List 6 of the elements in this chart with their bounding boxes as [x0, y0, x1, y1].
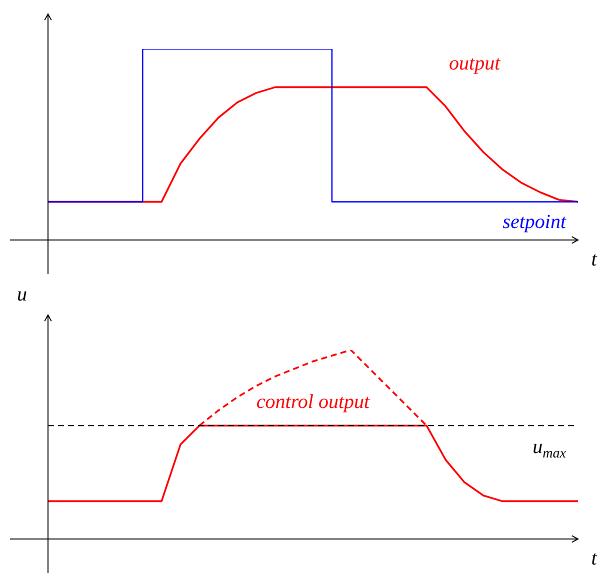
- x-axis-title: t: [591, 248, 598, 270]
- series-label: setpoint: [502, 211, 566, 234]
- y-axis-title: u: [17, 283, 27, 306]
- series-label: output: [449, 52, 501, 74]
- series-label: control output: [256, 390, 370, 413]
- x-axis-title: t: [591, 547, 598, 570]
